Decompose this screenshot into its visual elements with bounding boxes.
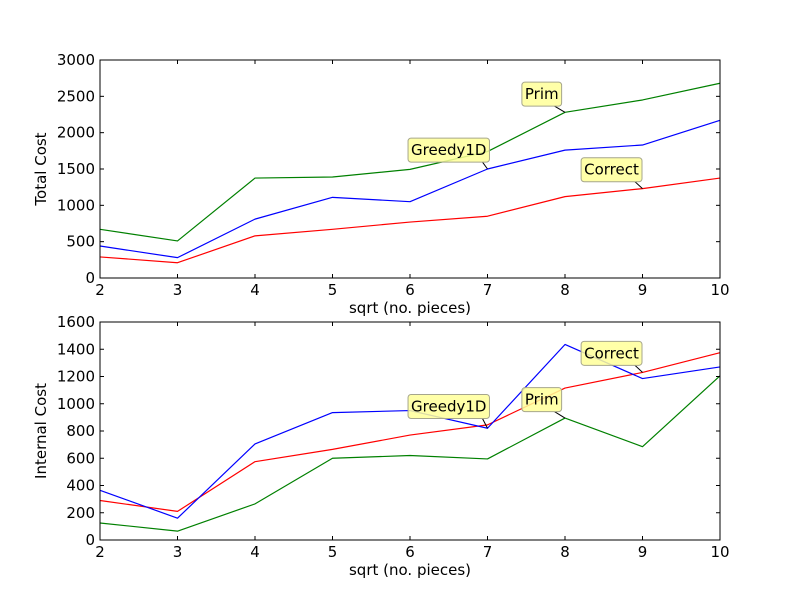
- series-line-greedy1d: [99, 119, 721, 259]
- x-tick-label: 4: [250, 281, 260, 299]
- x-tick-label: 2: [95, 543, 105, 561]
- series-line-prim: [99, 375, 721, 532]
- x-tick-label: 3: [173, 543, 183, 561]
- y-tick-label: 0: [85, 531, 95, 549]
- annotation-box: [580, 340, 643, 366]
- y-tick-label: 0: [85, 269, 95, 287]
- annotation-correct: Correct: [580, 340, 643, 373]
- annotation-box: [407, 393, 490, 419]
- annotation-label: Prim: [525, 391, 559, 409]
- annotation-connector: [482, 418, 488, 429]
- series-line-correct: [99, 352, 721, 512]
- series-line-prim: [99, 82, 721, 242]
- annotation-box: [407, 137, 490, 163]
- x-tick-label: 7: [483, 281, 493, 299]
- annotation-connector: [482, 161, 488, 170]
- x-tick-label: 5: [328, 281, 338, 299]
- annotation-label: Greedy1D: [411, 141, 486, 159]
- y-tick-label: 1200: [57, 368, 95, 386]
- x-tick-label: 3: [173, 281, 183, 299]
- y-tick-label: 3000: [57, 51, 95, 69]
- x-tick-label: 5: [328, 543, 338, 561]
- annotation-greedy1d: Greedy1D: [407, 393, 490, 429]
- y-tick-label: 1500: [57, 160, 95, 178]
- annotation-connector: [634, 364, 643, 373]
- y-tick-label: 400: [66, 477, 95, 495]
- x-tick-label: 9: [638, 281, 648, 299]
- y-tick-label: 1600: [57, 313, 95, 331]
- annotation-correct: Correct: [580, 157, 643, 189]
- annotation-box: [521, 81, 563, 107]
- y-tick-label: 1000: [57, 196, 95, 214]
- annotation-connector: [554, 105, 566, 113]
- y-tick-label: 1400: [57, 340, 95, 358]
- annotation-box: [521, 387, 563, 413]
- annotation-connector: [634, 181, 643, 189]
- y-tick-label: 600: [66, 449, 95, 467]
- x-tick-label: 8: [560, 281, 570, 299]
- annotation-label: Correct: [584, 344, 639, 362]
- annotation-label: Greedy1D: [411, 397, 486, 415]
- annotation-prim: Prim: [521, 81, 566, 113]
- y-tick-label: 200: [66, 504, 95, 522]
- x-tick-label: 4: [250, 543, 260, 561]
- series-line-correct: [99, 177, 721, 264]
- x-tick-label: 6: [405, 281, 415, 299]
- x-tick-label: 10: [710, 543, 729, 561]
- x-tick-label: 10: [710, 281, 729, 299]
- x-tick-label: 8: [560, 543, 570, 561]
- annotation-label: Correct: [584, 161, 639, 179]
- y-axis-label: Internal Cost: [32, 383, 50, 479]
- annotation-box: [580, 157, 643, 183]
- chart-panel-2: 2 3 4 5 6 7 8 9 10 0 200 400 600 800 1000 1200 1400 1600 s…: [32, 313, 730, 579]
- y-tick-label: 2500: [57, 87, 95, 105]
- x-axis-label: sqrt (no. pieces): [349, 561, 471, 579]
- x-tick-label: 7: [483, 543, 493, 561]
- annotation-prim: Prim: [521, 387, 566, 419]
- x-tick-label: 6: [405, 543, 415, 561]
- y-axis-label: Total Cost: [32, 132, 50, 206]
- annotation-label: Prim: [525, 85, 559, 103]
- chart-panel-1: 2 3 4 5 6 7 8 9 10 0 500 1000 1500 2000 2500 3000 sqrt (…: [32, 51, 730, 317]
- y-tick-label: 2000: [57, 124, 95, 142]
- x-tick-label: 2: [95, 281, 105, 299]
- annotation-greedy1d: Greedy1D: [407, 137, 490, 170]
- x-tick-label: 9: [638, 543, 648, 561]
- y-tick-label: 800: [66, 422, 95, 440]
- y-tick-label: 500: [66, 233, 95, 251]
- x-axis-label: sqrt (no. pieces): [349, 299, 471, 317]
- y-tick-label: 1000: [57, 395, 95, 413]
- annotation-connector: [554, 411, 566, 419]
